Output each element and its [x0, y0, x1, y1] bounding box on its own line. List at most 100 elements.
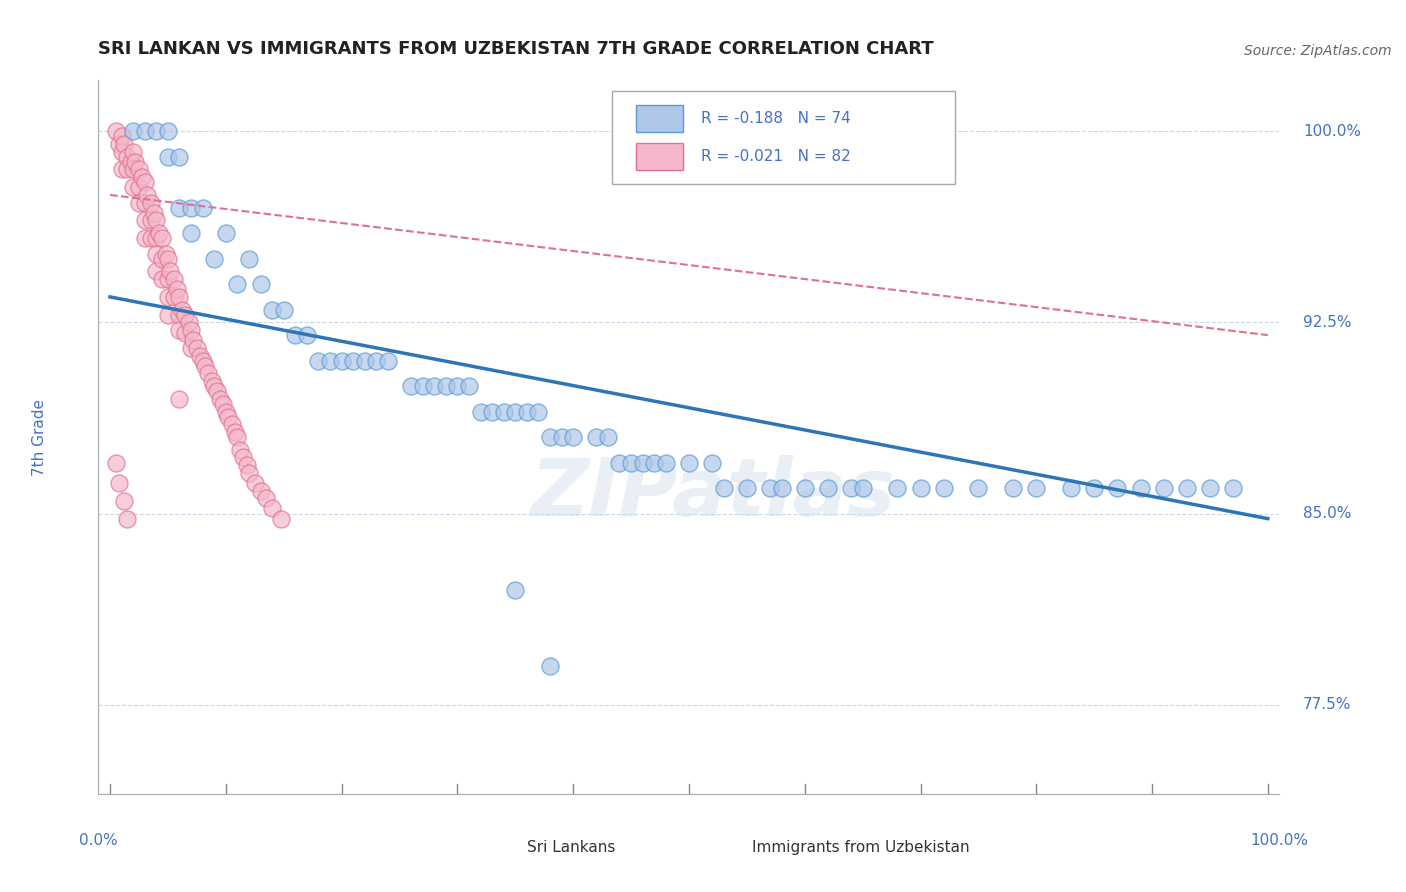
Point: [273, 302, 295, 317]
Text: 0.0%: 0.0%: [79, 833, 118, 848]
Point: [180, 341, 202, 355]
Point: [166, 282, 188, 296]
Point: [134, 175, 156, 189]
Point: [112, 136, 135, 151]
Point: [262, 501, 284, 516]
Point: [1222, 481, 1244, 495]
Point: [446, 379, 468, 393]
Point: [124, 154, 146, 169]
Text: 7th Grade: 7th Grade: [32, 399, 46, 475]
Point: [423, 379, 446, 393]
Point: [110, 145, 132, 159]
Point: [139, 231, 162, 245]
Text: 100.0%: 100.0%: [1303, 124, 1361, 139]
FancyBboxPatch shape: [636, 105, 683, 132]
Point: [238, 252, 260, 266]
Point: [169, 392, 191, 406]
Point: [174, 326, 197, 340]
Point: [967, 481, 990, 495]
Point: [174, 308, 197, 322]
Text: Source: ZipAtlas.com: Source: ZipAtlas.com: [1244, 44, 1392, 58]
Point: [104, 456, 127, 470]
Point: [202, 379, 225, 393]
Point: [353, 353, 375, 368]
Point: [458, 379, 481, 393]
Point: [117, 511, 139, 525]
Point: [169, 290, 191, 304]
Text: Immigrants from Uzbekistan: Immigrants from Uzbekistan: [752, 840, 969, 855]
Point: [145, 231, 167, 245]
Point: [1083, 481, 1105, 495]
Point: [128, 195, 150, 210]
Point: [700, 456, 723, 470]
Point: [159, 264, 181, 278]
Point: [330, 353, 353, 368]
Point: [550, 430, 572, 444]
Point: [538, 659, 561, 673]
Point: [470, 404, 492, 418]
Point: [377, 353, 399, 368]
Point: [180, 226, 202, 240]
Point: [202, 252, 225, 266]
FancyBboxPatch shape: [636, 143, 683, 169]
Point: [104, 124, 127, 138]
Text: 100.0%: 100.0%: [1250, 833, 1309, 848]
Point: [655, 456, 678, 470]
Point: [1060, 481, 1083, 495]
Point: [150, 252, 173, 266]
Point: [155, 246, 177, 260]
Point: [910, 481, 932, 495]
Point: [527, 404, 550, 418]
Point: [148, 226, 170, 240]
Point: [817, 481, 839, 495]
Text: 85.0%: 85.0%: [1303, 506, 1351, 521]
Point: [221, 417, 243, 432]
Point: [319, 353, 342, 368]
Point: [886, 481, 908, 495]
Point: [177, 315, 200, 329]
Point: [228, 442, 250, 457]
Point: [596, 430, 619, 444]
Point: [183, 333, 205, 347]
Text: R = -0.021   N = 82: R = -0.021 N = 82: [700, 149, 851, 164]
Point: [120, 154, 142, 169]
Point: [108, 136, 131, 151]
Point: [131, 170, 153, 185]
Point: [191, 201, 214, 215]
Point: [770, 481, 793, 495]
Point: [156, 272, 179, 286]
Point: [169, 308, 191, 322]
Point: [503, 404, 526, 418]
Point: [284, 328, 307, 343]
Point: [295, 328, 318, 343]
Text: R = -0.188   N = 74: R = -0.188 N = 74: [700, 111, 851, 126]
Point: [232, 450, 254, 465]
Point: [249, 483, 271, 498]
Point: [249, 277, 271, 292]
Point: [585, 430, 607, 444]
Point: [492, 404, 515, 418]
Point: [122, 124, 145, 138]
Point: [134, 124, 156, 138]
Point: [243, 475, 266, 490]
Point: [678, 456, 700, 470]
Point: [134, 231, 156, 245]
Point: [215, 404, 238, 418]
Point: [759, 481, 782, 495]
Point: [238, 466, 260, 480]
Point: [503, 582, 526, 597]
Point: [112, 493, 135, 508]
Point: [399, 379, 422, 393]
Point: [713, 481, 735, 495]
Point: [145, 124, 167, 138]
Point: [366, 353, 388, 368]
Point: [186, 341, 208, 355]
FancyBboxPatch shape: [612, 91, 955, 184]
Point: [145, 246, 167, 260]
Point: [156, 252, 179, 266]
Point: [932, 481, 955, 495]
Point: [180, 201, 202, 215]
Point: [215, 226, 238, 240]
Point: [1129, 481, 1152, 495]
Point: [122, 145, 145, 159]
